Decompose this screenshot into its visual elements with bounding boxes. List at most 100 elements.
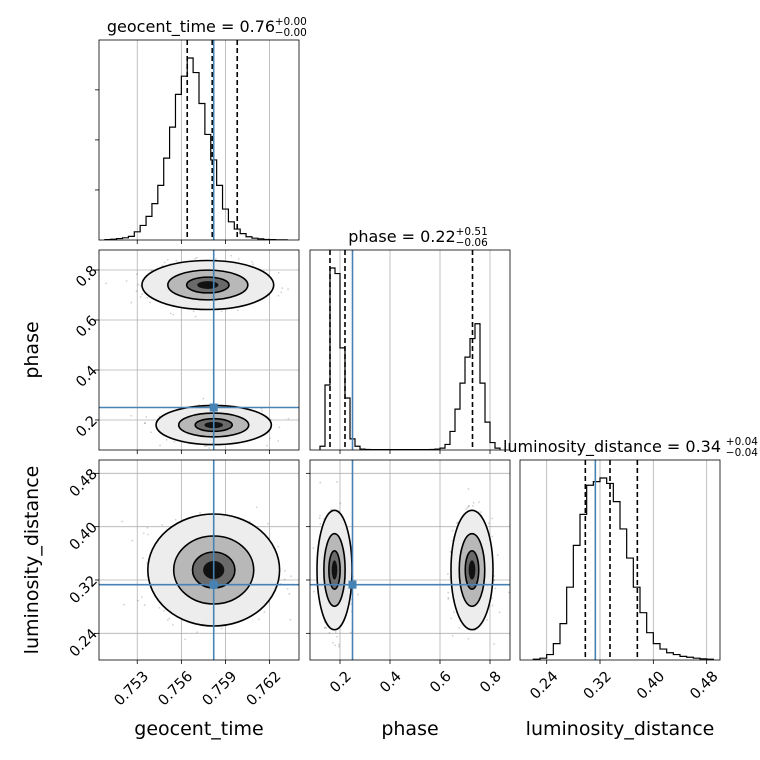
sample-point [195,256,198,259]
sample-point [251,261,253,263]
sample-point [130,301,133,304]
title-sup-phase: +0.51 [456,226,488,238]
panel-frame [519,459,721,661]
sample-point [236,309,239,312]
sample-point [336,635,338,638]
sample-point [467,505,470,508]
sample-point [284,569,286,572]
sample-point [150,269,153,272]
sample-point [456,522,458,524]
density-core [197,281,219,289]
y-tick-label: 0.48 [67,466,101,500]
sample-point [165,438,168,441]
sample-point [278,426,281,429]
sample-point [255,506,258,509]
sample-point [142,532,145,535]
sample-point [202,397,205,400]
sample-point [166,259,169,261]
x-tick-label: 0.6 [427,669,455,697]
y-tick-label: 0.2 [73,413,101,441]
sample-point [125,280,128,282]
title-sub-phase: −0.06 [456,237,488,249]
sample-point [215,258,217,260]
density-core [468,560,476,580]
x-tick-label: 0.762 [244,669,285,710]
x-tick-label: 0.753 [111,669,152,710]
y-tick-label: 0.24 [67,626,101,660]
x-tick-label: 0.8 [477,669,505,697]
sample-point [171,623,174,626]
sample-point [148,301,151,304]
sample-point [192,310,195,313]
sample-point [286,587,289,590]
x-axis-label-phase: phase [381,718,438,740]
x-tick-label: 0.40 [634,669,668,703]
sample-point [468,504,470,507]
sample-point [121,520,124,523]
sample-point [452,611,455,613]
sample-point [287,417,290,420]
histogram-luminosity_distance [532,460,714,660]
sample-point [493,643,495,646]
sample-point [220,310,223,313]
sample-point [105,282,108,285]
sample-point [277,545,280,548]
sample-point [277,271,280,274]
sample-point [147,533,149,536]
histogram-phase [319,250,501,450]
sample-point [184,638,187,641]
grid-lines [546,460,708,660]
sample-point [145,415,148,418]
sample-point [136,273,138,275]
sample-point [334,631,337,633]
sample-point [491,535,494,538]
grid-lines [136,40,270,240]
title-sup-luminosity_distance: +0.04 [726,436,758,448]
x-axis-label-luminosity_distance: luminosity_distance [526,718,715,740]
sample-point [261,410,263,412]
sample-point [137,283,140,286]
sample-point [338,645,340,648]
y-tick-label: 0.32 [67,573,101,607]
sample-point [480,511,482,514]
sample-point [131,539,134,542]
histogram-step [532,477,714,660]
sample-point [169,312,172,315]
sample-point [319,523,322,525]
sample-point [257,618,260,621]
y-tick-label: 0.40 [67,520,101,554]
grid-lines [339,250,491,450]
sample-point [318,517,321,520]
sample-point [166,619,169,622]
sample-point [174,518,177,521]
sample-point [150,431,152,434]
sample-point [288,592,291,595]
panel-frame [309,249,511,451]
sample-point [139,296,142,298]
x-tick-label: 0.759 [200,669,241,710]
sample-point [161,264,164,267]
x-tick-label: 0.24 [527,669,561,703]
sample-point [491,517,494,520]
title-geocent_time: geocent_time = 0.76 [107,17,275,37]
sample-point [188,451,190,453]
sample-point [450,617,453,620]
sample-point [496,554,499,556]
sample-point [508,591,510,594]
contour-line [458,532,486,608]
histogram-geocent_time [104,40,288,240]
sample-point [338,643,340,646]
sample-point [135,290,138,292]
contour-line [450,509,494,631]
sample-point [446,573,449,575]
sample-point [137,599,140,602]
x-tick-label: 0.2 [327,669,355,697]
sample-point [498,611,501,614]
sample-point [465,508,468,511]
sample-point [312,547,315,550]
sample-point [163,261,166,264]
sample-point [175,259,178,262]
sample-point [159,444,161,447]
contour-line [464,549,480,590]
sample-point [449,550,452,553]
